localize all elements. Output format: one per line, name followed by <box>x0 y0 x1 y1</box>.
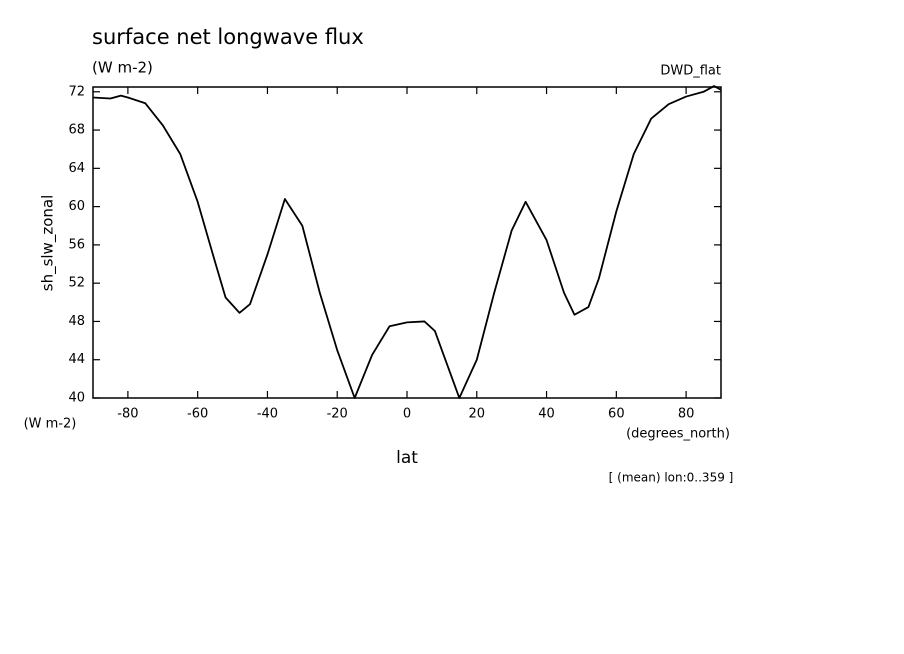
x-tick-label: -80 <box>117 407 138 422</box>
y-tick-label: 48 <box>68 314 85 329</box>
chart-title: surface net longwave flux <box>92 25 364 49</box>
y-tick-label: 64 <box>68 161 85 176</box>
data-line <box>92 85 722 399</box>
chart-subtitle: (W m-2) <box>92 59 153 77</box>
x-tick-label: -20 <box>327 407 348 422</box>
x-tick-label: 80 <box>678 407 695 422</box>
y-tick-label: 44 <box>68 352 85 367</box>
dataset-label: DWD_flat <box>660 64 721 79</box>
x-tick-label: -60 <box>187 407 208 422</box>
x-axis-label: lat <box>396 448 418 468</box>
y-tick-label: 40 <box>68 391 85 406</box>
x-tick-label: -40 <box>257 407 278 422</box>
y-tick-label: 52 <box>68 276 85 291</box>
y-tick-label: 60 <box>68 199 85 214</box>
y-axis-label: sh_slw_zonal <box>39 195 58 292</box>
y-tick-label: 56 <box>68 237 85 252</box>
x-tick-label: 60 <box>608 407 625 422</box>
y-tick-label: 72 <box>68 84 85 99</box>
y-tick-label: 68 <box>68 123 85 138</box>
y-unit: (W m-2) <box>24 417 77 432</box>
plot-frame <box>92 86 722 399</box>
x-unit: (degrees_north) <box>626 427 730 442</box>
x-tick-label: 0 <box>403 407 411 422</box>
x-tick-label: 40 <box>538 407 555 422</box>
note: [ (mean) lon:0..359 ] <box>609 471 734 485</box>
x-tick-label: 20 <box>469 407 486 422</box>
